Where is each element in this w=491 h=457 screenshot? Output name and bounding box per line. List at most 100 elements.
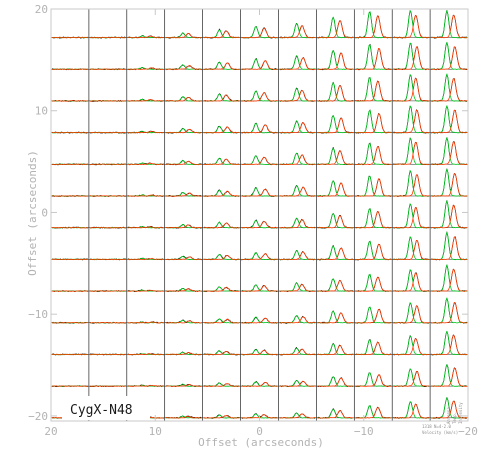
spectrum-red-component	[430, 236, 467, 261]
spectrum-red-component	[430, 204, 468, 229]
spectrum-red-component	[355, 374, 392, 387]
spectrum-red-component	[279, 348, 316, 356]
source-label-background	[62, 396, 150, 420]
spectrum-green-component	[317, 115, 354, 134]
spectrum-green-component	[279, 55, 316, 70]
spectrum-red-component	[127, 162, 164, 166]
spectrum-red-component	[127, 35, 164, 39]
spectrum-red-component	[127, 321, 164, 324]
spectrum-red-component	[89, 290, 126, 292]
spectrum-red-component	[279, 186, 316, 197]
spectrum-green-component	[431, 364, 468, 387]
spectrum-red-component	[430, 141, 468, 165]
corner-note-rotated-2: Temp.	[452, 412, 457, 424]
spectrum-red-component	[279, 380, 316, 387]
spectrum-red-component	[241, 317, 278, 324]
spectrum-green-component	[430, 330, 468, 356]
spectrum-green-component	[355, 77, 392, 102]
spectrum-red-component	[355, 15, 392, 39]
spectrum-red-component	[127, 99, 164, 102]
spectrum-red-component	[203, 383, 240, 387]
spectrum-red-component	[165, 128, 202, 134]
x-tick-label: 20	[44, 425, 57, 438]
spectrum-red-component	[431, 46, 467, 70]
spectrum-green-component	[317, 16, 354, 39]
spectrum-green-component	[203, 189, 240, 197]
x-tick-label: −10	[354, 425, 374, 438]
spectrum-green-component	[317, 245, 354, 261]
spectrum-red-component	[431, 334, 468, 356]
spectrum-red-component	[279, 283, 316, 292]
spectrum-green-component	[317, 310, 354, 324]
spectrum-red-component	[241, 188, 278, 197]
spectrum-red-component	[279, 316, 316, 324]
spectrum-red-component	[317, 215, 354, 229]
spectrum-red-component	[393, 77, 430, 102]
spectrum-red-component	[355, 407, 392, 419]
spectrum-red-component	[241, 27, 278, 39]
corner-note-rotated-3: Intensity	[458, 402, 463, 424]
spectrum-green-component	[317, 82, 354, 102]
corner-note-rotated-1: Antenna	[446, 407, 451, 424]
spectrum-red-component	[393, 206, 430, 229]
spectrum-red-component	[241, 124, 278, 134]
spectrum-red-component	[241, 381, 278, 387]
spectrum-green-component	[203, 61, 240, 70]
spectrum-red-component	[51, 226, 88, 229]
spectrum-red-component	[317, 150, 354, 166]
spectrum-green-component	[241, 252, 278, 261]
spectrum-red-component	[89, 226, 126, 229]
spectrum-red-component	[355, 276, 392, 292]
spectrum-red-component	[393, 14, 430, 39]
spectrum-green-component	[241, 58, 278, 70]
spectrum-green-component	[430, 10, 468, 39]
spectrum-red-component	[127, 226, 164, 229]
spectrum-red-component	[51, 385, 89, 387]
spectrum-red-component	[393, 141, 430, 166]
spectrum-red-component	[279, 219, 316, 229]
spectrum-red-component	[279, 154, 316, 166]
x-tick-label: 0	[256, 425, 263, 438]
spectrum-red-component	[51, 290, 89, 292]
spectrum-red-component	[355, 341, 392, 356]
spectrum-red-component	[241, 285, 278, 292]
spectrum-green-component	[393, 302, 430, 324]
spectrum-red-component	[431, 367, 468, 387]
spectrum-red-component	[279, 25, 316, 39]
spectrum-red-component	[89, 322, 126, 324]
spectrum-green-component	[317, 180, 354, 197]
spectrum-green-component	[355, 44, 392, 70]
spectrum-red-component	[51, 68, 89, 70]
spectrum-red-component	[203, 30, 240, 39]
spectrum-red-component	[203, 254, 240, 261]
spectrum-red-component	[165, 351, 202, 356]
spectrum-red-component	[89, 353, 126, 356]
spectrum-red-component	[51, 258, 89, 261]
spectrum-red-component	[203, 190, 240, 197]
spectrum-green-component	[355, 306, 392, 324]
spectrum-red-component	[430, 268, 467, 292]
spectrum-red-component	[203, 318, 240, 324]
spectrum-red-component	[317, 52, 354, 70]
spectrum-red-component	[430, 173, 468, 197]
corner-note-line-2: Velocity (km/s)	[422, 430, 458, 435]
spectrum-red-component	[355, 48, 392, 70]
spectrum-red-component	[89, 163, 126, 166]
spectrum-red-component	[393, 174, 430, 197]
spectrum-red-component	[89, 385, 126, 387]
spectrum-green-component	[431, 105, 468, 134]
spectra-grid	[51, 9, 468, 421]
spectrum-red-component	[317, 117, 354, 134]
spectrum-green-component	[393, 105, 430, 134]
spectrum-red-component	[203, 62, 240, 70]
spectrum-red-component	[279, 57, 316, 70]
spectrum-red-component	[165, 320, 202, 324]
spectrum-red-component	[393, 46, 430, 70]
x-axis-label: Offset (arcseconds)	[198, 436, 324, 449]
spectrum-red-component	[430, 109, 468, 134]
spectrum-red-component	[165, 416, 202, 419]
spectrum-red-component	[355, 210, 392, 229]
spectrum-red-component	[89, 131, 126, 134]
spectrum-green-component	[317, 49, 354, 70]
